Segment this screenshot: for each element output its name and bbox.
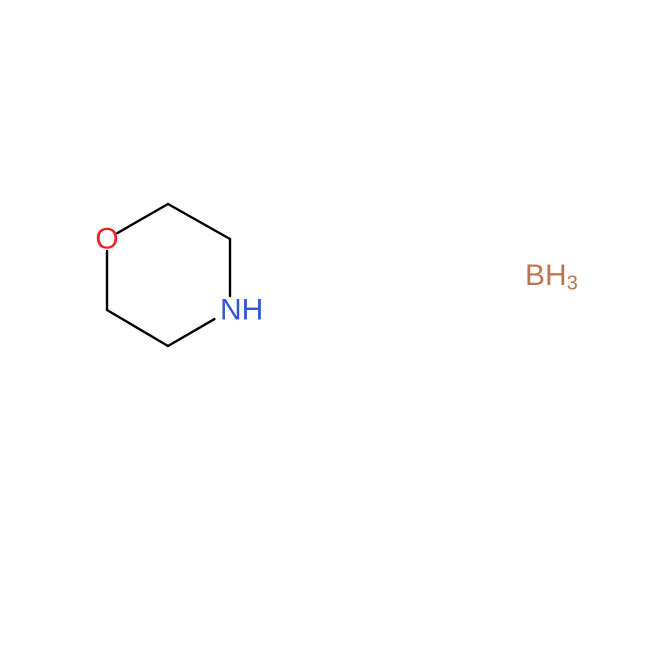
atom-O: O [95, 223, 118, 256]
molecule-diagram: ONHBH3 [0, 0, 650, 650]
atom-N: NH [220, 294, 263, 327]
canvas-background [0, 0, 650, 650]
